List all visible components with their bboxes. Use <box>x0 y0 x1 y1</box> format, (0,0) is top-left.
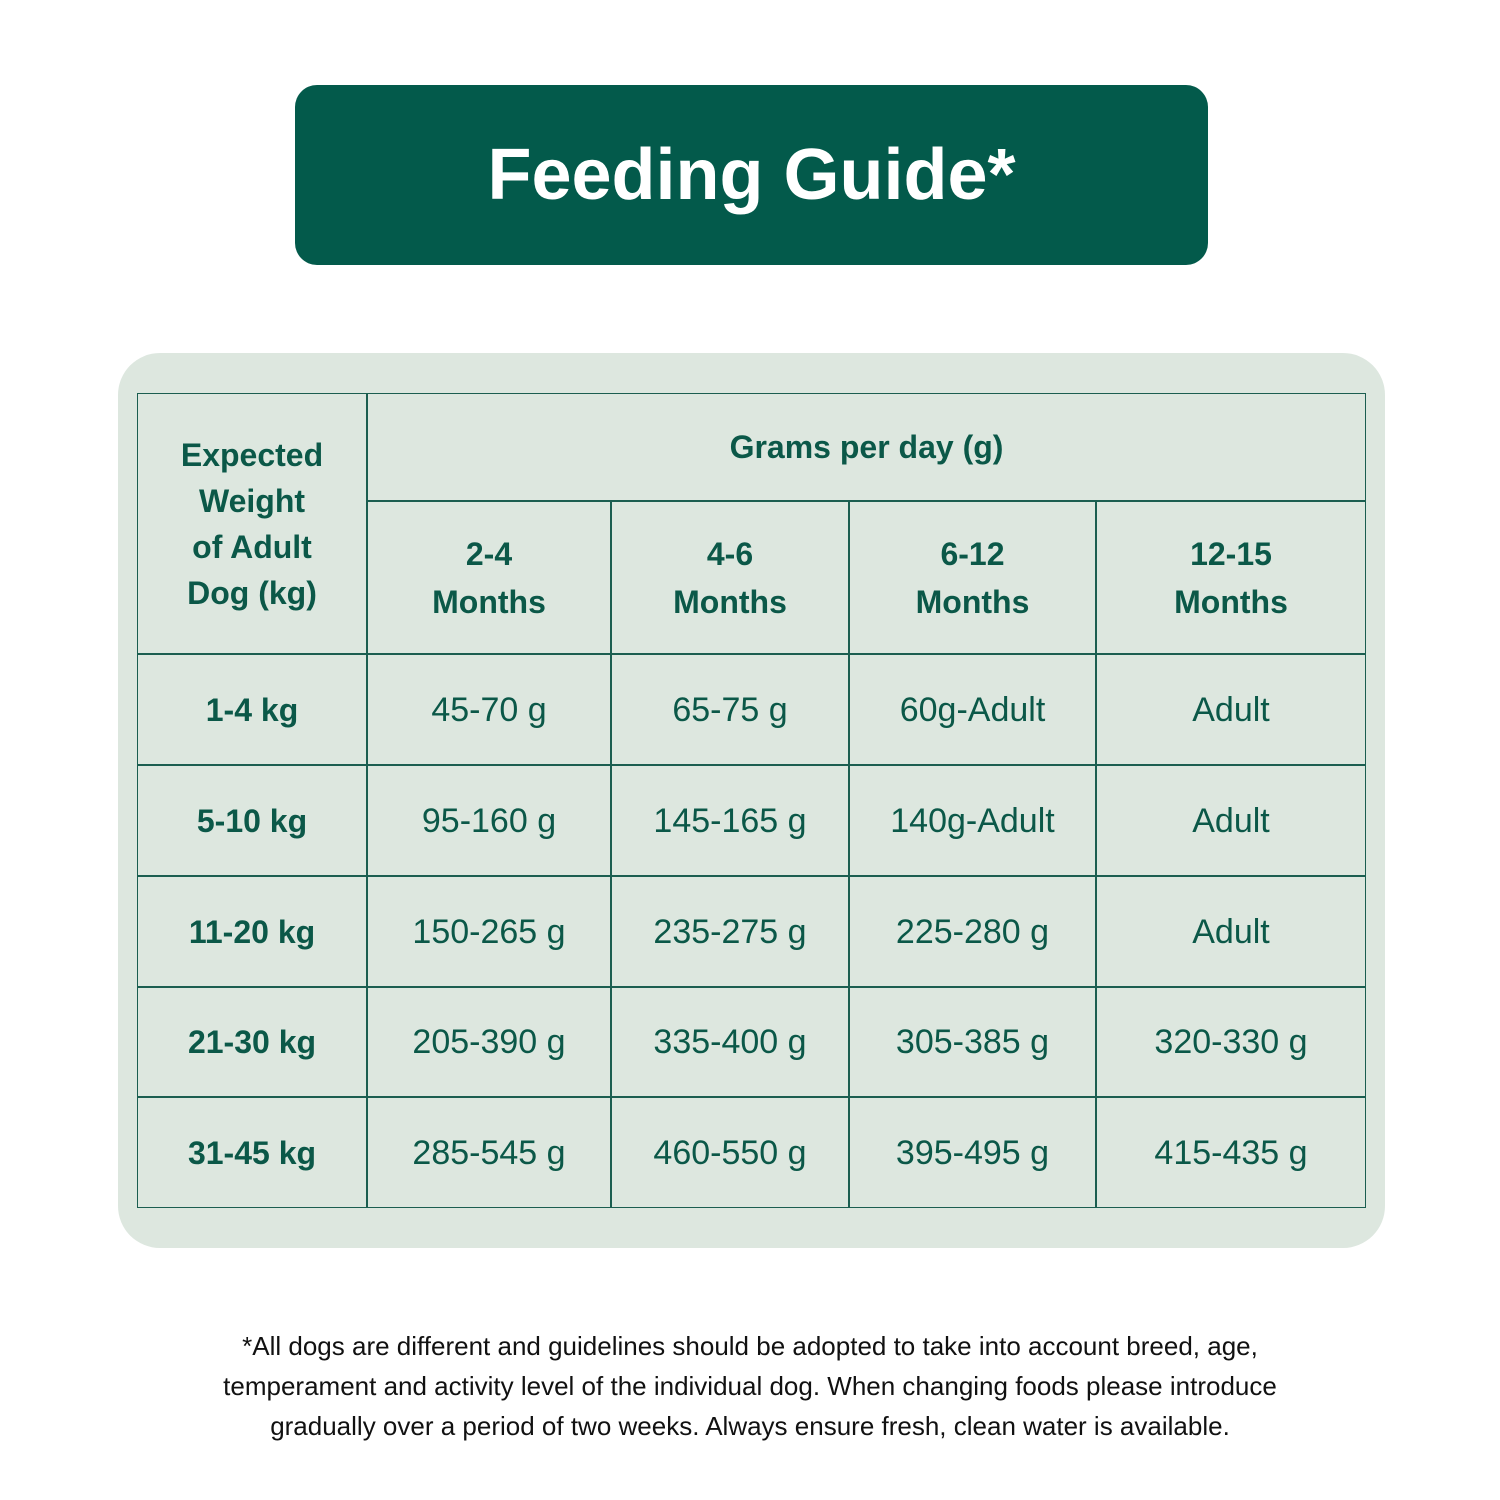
cell-text: 11-20 kg <box>188 913 316 950</box>
cell-text: 31-45 kg <box>187 1134 317 1171</box>
table-cell: 335-400 g <box>611 987 849 1097</box>
row-header: 11-20 kg <box>137 876 367 987</box>
cell-text: 140g-Adult <box>890 801 1055 840</box>
header-line: 12-15 <box>1190 535 1272 572</box>
table-cell: 320-330 g <box>1096 987 1366 1097</box>
header-line: of Adult <box>192 528 312 565</box>
cell-text: 335-400 g <box>653 1023 807 1061</box>
cell-text: 305-385 g <box>895 1023 1050 1061</box>
header-line: Months <box>915 583 1030 620</box>
header-line: Expected <box>180 436 324 473</box>
table-cell: Adult <box>1096 765 1366 876</box>
title-banner: Feeding Guide* <box>295 85 1208 265</box>
header-line: 2-4 <box>465 535 513 572</box>
group-header: Grams per day (g) <box>367 393 1366 501</box>
column-header: 2-4 Months <box>367 501 611 654</box>
cell-text: 460-550 g <box>653 1133 807 1172</box>
table-cell: 140g-Adult <box>849 765 1096 876</box>
table-panel <box>118 353 1385 1248</box>
table-cell: 60g-Adult <box>849 654 1096 765</box>
cell-text: Adult <box>1192 912 1270 951</box>
cell-text: 285-545 g <box>412 1133 566 1172</box>
cell-text: 415-435 g <box>1154 1133 1308 1172</box>
corner-header: Expected Weight of Adult Dog (kg) <box>137 393 367 654</box>
cell-text: 65-75 g <box>672 690 788 729</box>
header-line: 4-6 <box>706 535 754 572</box>
cell-text: 145-165 g <box>653 801 807 840</box>
table-cell: 45-70 g <box>367 654 611 765</box>
header-line: 6-12 <box>940 535 1005 572</box>
header-line: Months <box>673 583 787 620</box>
header-text: Grams per day (g) <box>729 429 1004 465</box>
row-header: 1-4 kg <box>137 654 367 765</box>
column-header: 12-15 Months <box>1096 501 1366 654</box>
title: Feeding Guide* <box>487 135 1016 215</box>
header-line: Months <box>432 583 546 620</box>
cell-text: 320-330 g <box>1154 1023 1308 1061</box>
cell-text: 5-10 kg <box>196 802 308 839</box>
table-cell: Adult <box>1096 654 1366 765</box>
table-cell: 225-280 g <box>849 876 1096 987</box>
cell-text: 60g-Adult <box>899 690 1046 729</box>
table-cell: 395-495 g <box>849 1097 1096 1208</box>
cell-text: 21-30 kg <box>187 1024 317 1060</box>
footnote-line: gradually over a period of two weeks. Al… <box>270 1411 1230 1441</box>
table-cell: 145-165 g <box>611 765 849 876</box>
footnote: *All dogs are different and guidelines s… <box>0 1326 1500 1446</box>
row-header: 5-10 kg <box>137 765 367 876</box>
cell-text: 205-390 g <box>412 1023 566 1061</box>
cell-text: Adult <box>1192 690 1270 729</box>
table-cell: 235-275 g <box>611 876 849 987</box>
cell-text: 1-4 kg <box>205 691 299 728</box>
table-cell: 415-435 g <box>1096 1097 1366 1208</box>
row-header: 21-30 kg <box>137 987 367 1097</box>
column-header: 6-12 Months <box>849 501 1096 654</box>
header-line: Months <box>1174 583 1288 620</box>
table-cell: 305-385 g <box>849 987 1096 1097</box>
table-cell: 65-75 g <box>611 654 849 765</box>
table-cell: Adult <box>1096 876 1366 987</box>
cell-text: Adult <box>1192 801 1270 840</box>
cell-text: 235-275 g <box>653 912 807 951</box>
cell-text: 45-70 g <box>431 690 547 729</box>
footnote-line: temperament and activity level of the in… <box>223 1371 1277 1401</box>
table-cell: 460-550 g <box>611 1097 849 1208</box>
header-line: Dog (kg) <box>187 574 317 611</box>
cell-text: 225-280 g <box>895 912 1050 951</box>
cell-text: 150-265 g <box>412 912 566 951</box>
footnote-line: *All dogs are different and guidelines s… <box>242 1331 1258 1361</box>
cell-text: 395-495 g <box>895 1133 1050 1172</box>
table-cell: 150-265 g <box>367 876 611 987</box>
column-header: 4-6 Months <box>611 501 849 654</box>
row-header: 31-45 kg <box>137 1097 367 1208</box>
header-line: Weight <box>198 482 306 519</box>
cell-text: 95-160 g <box>421 801 557 840</box>
table-cell: 95-160 g <box>367 765 611 876</box>
table-cell: 285-545 g <box>367 1097 611 1208</box>
table-cell: 205-390 g <box>367 987 611 1097</box>
